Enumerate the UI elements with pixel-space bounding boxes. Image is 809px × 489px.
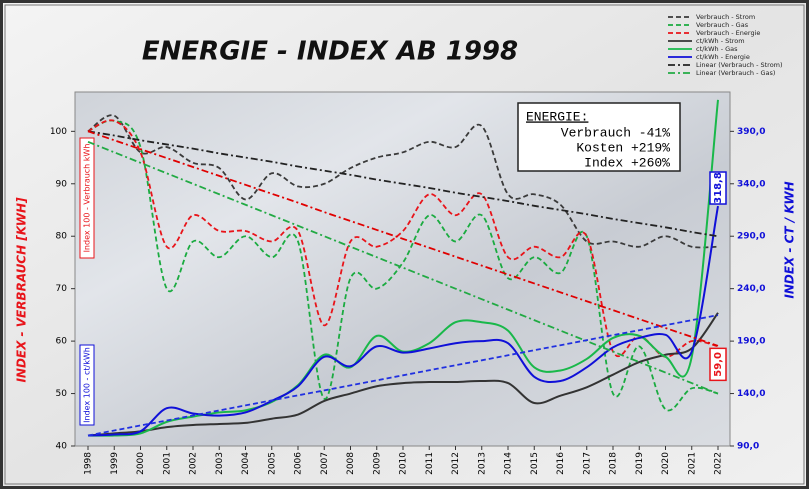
chart-title: ENERGIE - INDEX AB 1998 [142,37,518,67]
x-tick-label: 2010 [399,452,409,475]
x-tick-label: 2019 [635,452,645,475]
y-tick-label: 70 [56,284,68,294]
x-tick-label: 2018 [609,452,619,475]
series-line [87,314,719,437]
y2-axis-label: INDEX - CT / KWH [783,181,797,298]
y2-tick-label: 290,0 [737,232,765,242]
box-title: ENERGIE: [526,109,588,124]
y2-tick-label: 190,0 [737,337,765,347]
note-box [79,344,95,426]
value-label-box [709,347,727,382]
y-tick-label: 50 [56,389,68,399]
left-note: Index 100 - Verbrauch kWh [83,144,92,253]
x-tick-label: 2017 [582,452,592,475]
legend-label: Verbrauch - Strom [696,13,755,21]
y2-tick-label: 140,0 [737,389,765,399]
legend-label: Verbrauch - Gas [696,21,749,29]
left-note: Index 100 - ct/kWh [83,347,92,423]
x-tick-label: 1998 [84,452,94,475]
legend-label: Verbrauch - Energie [696,29,760,37]
x-tick-label: 2013 [477,452,487,475]
summary-box [517,102,681,172]
x-tick-label: 2000 [136,452,146,475]
value-label: 59,0 [713,352,724,377]
y2-tick-label: 340,0 [737,179,765,189]
x-tick-label: 2008 [346,452,356,475]
x-tick-label: 2020 [661,452,671,475]
box-line: Verbrauch -41% [561,125,670,140]
box-line: Index +260% [584,155,670,170]
x-tick-label: 2006 [294,452,304,475]
box-line: Kosten +219% [576,140,670,155]
series-line [87,205,719,437]
x-tick-label: 2007 [320,452,330,475]
y-axis-label: INDEX - VERBRAUCH [KWH] [15,197,29,383]
value-label: 318,8 [713,172,724,204]
x-tick-label: 2005 [267,452,277,475]
y-tick-label: 40 [56,442,68,452]
y2-tick-label: 390,0 [737,127,765,137]
legend-label: ct/kWh - Gas [696,45,738,53]
series-line [87,130,719,347]
legend-label: ct/kWh - Energie [696,53,750,61]
x-tick-label: 2009 [372,452,382,475]
x-tick-label: 2002 [189,452,199,475]
x-tick-label: 2022 [714,452,724,475]
x-tick-label: 2003 [215,452,225,475]
series-line [87,99,719,437]
y2-tick-label: 240,0 [737,284,765,294]
legend-label: Linear (Verbrauch - Strom) [696,61,783,69]
x-tick-label: 2014 [504,452,514,475]
x-tick-label: 2001 [162,452,172,475]
legend-label: Linear (Verbrauch - Gas) [696,69,775,77]
y-tick-label: 80 [56,232,68,242]
series-line [87,312,719,437]
y-tick-label: 60 [56,337,68,347]
y-tick-label: 100 [50,127,67,137]
x-tick-label: 2016 [556,452,566,475]
x-tick-label: 2021 [687,452,697,475]
series-line [87,140,719,395]
x-tick-label: 1999 [110,452,120,475]
value-label-box [709,171,727,205]
series-line [87,119,719,412]
y-tick-label: 90 [56,179,68,189]
x-tick-label: 2011 [425,452,435,475]
x-tick-label: 2012 [451,452,461,475]
series-line [87,114,719,249]
x-tick-label: 2004 [241,452,251,475]
y2-tick-label: 90,0 [737,442,759,452]
series-line [87,130,719,238]
note-box [79,137,95,259]
inner-frame [4,4,805,485]
legend-label: ct/kWh - Strom [696,37,745,45]
x-tick-label: 2015 [530,452,540,475]
